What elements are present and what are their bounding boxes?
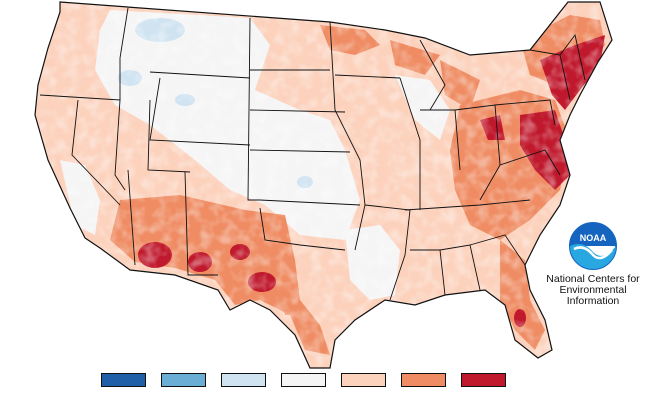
us-outline <box>34 1 613 369</box>
border-ia-wi <box>334 74 401 79</box>
border-sd-ne <box>249 109 346 113</box>
org-name-line-3: Information <box>566 295 620 307</box>
legend-swatch-near <box>281 373 326 387</box>
border-il <box>399 77 421 210</box>
border-id-wa <box>119 7 129 59</box>
organization-block: NOAA National Centers for Environmental … <box>538 222 648 307</box>
border-vt-nh <box>559 33 586 81</box>
org-name-line-2: Environmental <box>559 284 627 296</box>
border-nm <box>184 171 218 276</box>
border-oh-wv <box>454 104 501 201</box>
border-plains-west <box>247 17 260 201</box>
noaa-logo-text: NOAA <box>580 233 607 243</box>
border-va <box>499 149 561 176</box>
border-tn-nc <box>404 199 531 211</box>
border-mn-ia-mo <box>329 21 366 251</box>
border-pa <box>494 99 556 126</box>
legend-swatch-slightly-below <box>221 373 266 387</box>
border-wy-co <box>149 77 251 146</box>
border-ut-co <box>147 99 191 173</box>
legend-swatch-much-below <box>101 373 146 387</box>
border-ks-ok <box>259 199 361 206</box>
border-ok-tx <box>259 207 346 251</box>
border-mt-wy <box>149 71 251 79</box>
border-ga-sc <box>469 234 526 266</box>
legend-swatch-slightly-above <box>341 373 386 387</box>
border-mi <box>419 39 446 111</box>
temperature-legend <box>101 373 506 389</box>
border-az <box>127 169 136 266</box>
legend-swatch-above <box>401 373 446 387</box>
border-ar-la <box>364 204 411 301</box>
border-ne-ks <box>249 149 351 153</box>
border-ca-nv <box>71 99 121 206</box>
state-borders <box>34 1 613 369</box>
border-nv-ut <box>114 99 126 191</box>
legend-swatch-below <box>161 373 206 387</box>
org-name-line-1: National Centers for <box>546 273 640 285</box>
noaa-logo-icon: NOAA <box>569 222 617 270</box>
legend-swatch-much-above <box>461 373 506 387</box>
